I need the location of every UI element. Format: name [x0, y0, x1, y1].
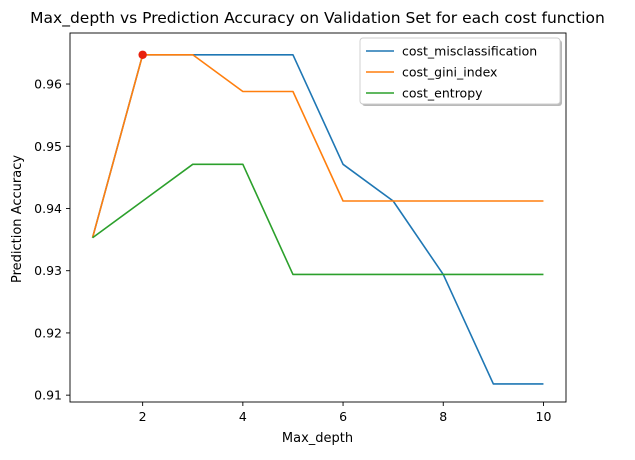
legend: cost_misclassification cost_gini_indexcos…	[359, 37, 562, 106]
y-tick-label: 0.91	[34, 388, 62, 403]
series-line-cost_gini_index	[91, 53, 544, 238]
y-tick-label: 0.96	[34, 77, 62, 92]
series-line-cost_entropy	[92, 163, 544, 276]
x-axis-label: Max_depth	[282, 431, 353, 446]
y-tick-label: 0.95	[34, 139, 62, 154]
axes: 2 4 6 8 10 0.91 0.92 0.93 0.94 0.95 0.96	[34, 32, 567, 424]
chart-title: Max_depth vs Prediction Accuracy on Vali…	[30, 9, 605, 28]
x-tick-label: 10	[536, 409, 552, 424]
x-tick-label: 8	[439, 409, 447, 424]
x-tick-label: 6	[339, 409, 347, 424]
y-tick-label: 0.92	[34, 325, 62, 340]
x-tick-label: 2	[139, 409, 147, 424]
legend-label-cost_gini_index: cost_gini_index	[402, 65, 497, 80]
y-tick-label: 0.94	[34, 201, 62, 216]
axes-frame	[69, 32, 567, 403]
y-tick-label: 0.93	[34, 263, 62, 278]
legend-label-cost_misclassification: cost_misclassification	[402, 44, 537, 59]
highlight-point	[138, 50, 147, 59]
y-axis-label: Prediction Accuracy	[10, 155, 25, 283]
legend-label-cost_entropy: cost_entropy	[402, 86, 483, 101]
plot-area	[91, 50, 544, 385]
x-tick-label: 4	[239, 409, 247, 424]
legend-box	[359, 37, 561, 105]
